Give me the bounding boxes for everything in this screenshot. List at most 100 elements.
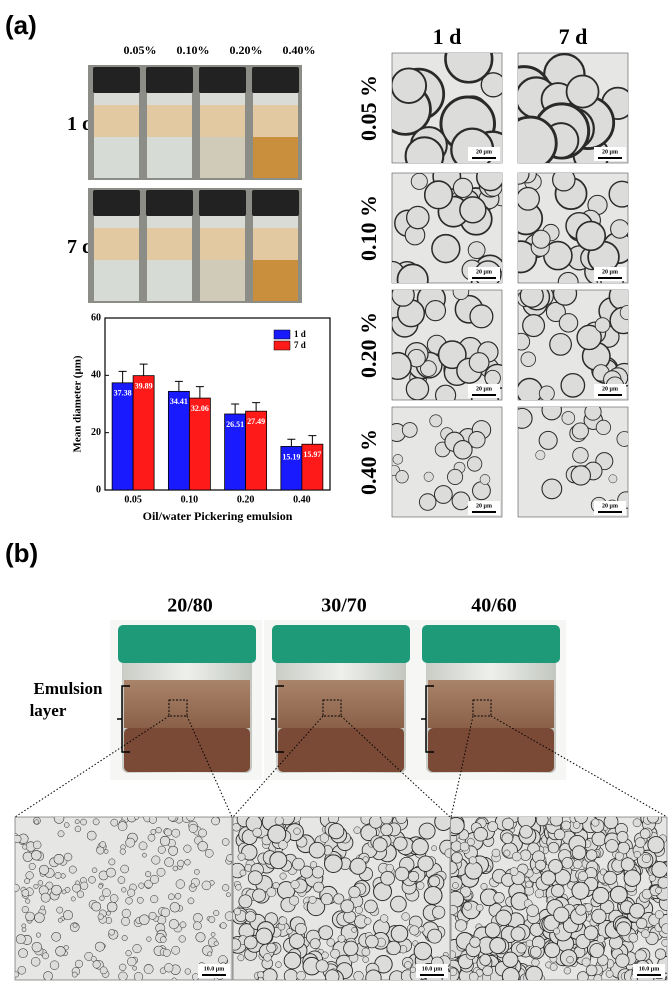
zoom-line: [14, 715, 233, 818]
droplet: [15, 934, 26, 945]
panel-label: (a): [5, 10, 37, 40]
droplet: [654, 948, 667, 960]
droplet: [365, 969, 382, 980]
droplet: [584, 407, 602, 421]
column-label: 7 d: [559, 24, 588, 49]
droplet: [454, 919, 468, 932]
droplet: [480, 72, 502, 98]
droplet: [54, 872, 62, 879]
droplet: [97, 913, 104, 920]
droplet: [333, 893, 345, 905]
droplet: [136, 896, 144, 904]
droplet: [252, 888, 266, 903]
droplet: [433, 485, 453, 504]
droplets: [392, 53, 502, 163]
droplet: [451, 861, 458, 875]
droplet: [385, 863, 394, 873]
droplet: [484, 369, 501, 387]
droplet: [63, 852, 73, 862]
droplet: [207, 951, 213, 957]
droplet: [294, 922, 307, 935]
droplet: [575, 220, 607, 252]
x-tick-label: 0.10: [181, 494, 199, 505]
droplet: [266, 887, 277, 898]
droplet: [257, 971, 265, 979]
droplet: [634, 837, 646, 848]
droplet: [296, 970, 306, 980]
droplet: [308, 841, 326, 859]
droplet: [94, 941, 105, 952]
x-tick-label: 0.20: [237, 494, 255, 505]
row-label: 0.05 %: [356, 75, 381, 141]
droplet: [91, 901, 102, 912]
droplet: [61, 889, 67, 895]
droplet: [233, 823, 241, 832]
droplet: [239, 869, 247, 877]
droplet: [404, 961, 412, 969]
droplet: [187, 897, 195, 905]
bar: [111, 382, 134, 491]
droplet: [392, 454, 404, 465]
droplet: [401, 422, 418, 438]
droplet: [518, 115, 558, 163]
droplet: [468, 856, 477, 865]
droplet: [117, 876, 126, 884]
droplet: [22, 844, 28, 850]
droplet: [134, 817, 139, 820]
droplet: [177, 859, 185, 867]
row-label: 0.10 %: [356, 195, 381, 261]
droplet: [70, 896, 76, 902]
droplet: [469, 304, 494, 329]
droplet: [516, 943, 527, 954]
bracket: [117, 685, 130, 753]
droplet: [418, 822, 436, 840]
droplet: [661, 923, 667, 934]
scale-label: 10.0 μm: [422, 966, 442, 972]
vial-cap: [199, 190, 246, 216]
droplet: [319, 833, 330, 843]
aqueous: [253, 260, 298, 301]
droplet: [548, 859, 563, 874]
droplet: [576, 324, 602, 351]
droplet: [380, 870, 395, 886]
droplet: [479, 954, 492, 966]
droplet: [267, 824, 287, 844]
droplet: [451, 950, 456, 959]
droplet: [647, 836, 665, 854]
droplet: [447, 468, 464, 485]
droplet: [279, 872, 287, 880]
droplet: [90, 956, 97, 962]
droplet: [501, 967, 520, 980]
droplet: [452, 882, 459, 889]
value-label: 34.41: [170, 397, 188, 406]
droplet: [452, 290, 470, 301]
droplet: [608, 290, 628, 311]
droplet: [168, 845, 179, 856]
aqueous: [253, 137, 298, 178]
droplet: [365, 934, 379, 949]
droplet: [178, 935, 186, 943]
droplet: [406, 205, 430, 230]
droplet: [222, 884, 230, 892]
droplet: [132, 965, 138, 971]
jar-cap: [422, 625, 560, 663]
droplet: [343, 940, 359, 956]
droplet: [171, 828, 181, 838]
droplet: [552, 290, 578, 306]
droplet: [558, 313, 579, 333]
droplet: [502, 951, 519, 968]
droplet: [561, 820, 571, 831]
droplet: [468, 352, 490, 373]
droplet: [37, 880, 44, 886]
error-bar: [252, 402, 261, 412]
droplet: [571, 881, 590, 900]
x-tick-label: 0.40: [293, 494, 311, 505]
droplet: [121, 887, 127, 893]
droplet: [34, 819, 40, 825]
ratio-label: 20/80: [167, 595, 213, 617]
droplet: [106, 901, 118, 913]
droplet: [595, 419, 612, 436]
layer-label: layer: [30, 701, 67, 720]
droplet: [459, 196, 487, 224]
row-label: 0.20 %: [356, 312, 381, 378]
